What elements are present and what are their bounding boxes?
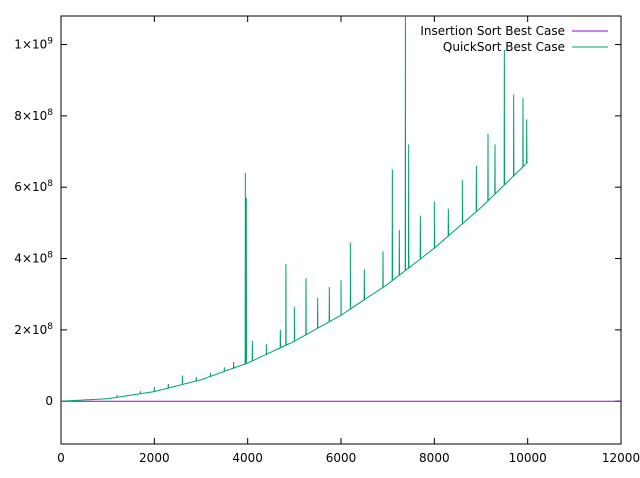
legend-item: Insertion Sort Best Case xyxy=(420,24,608,38)
x-tick-labels: 0 2000 4000 6000 8000 10000 12000 xyxy=(57,451,640,465)
y-tick-mantissa: 1 xyxy=(14,38,22,52)
y-tick-base: ×10 xyxy=(22,38,47,52)
legend-item: QuickSort Best Case xyxy=(443,40,608,54)
y-tick-label-text: 0 xyxy=(45,394,53,408)
y-tick-label: 0 xyxy=(45,394,53,408)
y-tick-exponent: 8 xyxy=(47,179,53,189)
y-tick-mantissa: 6 xyxy=(14,180,22,194)
y-tick-base: ×10 xyxy=(22,180,47,194)
y-tick-base: ×10 xyxy=(22,323,47,337)
x-tick-label: 0 xyxy=(57,451,65,465)
legend-label: QuickSort Best Case xyxy=(443,40,565,54)
y-tick-exponent: 8 xyxy=(47,251,53,261)
y-tick-exponent: 8 xyxy=(47,108,53,118)
series-line xyxy=(60,15,529,402)
y-tick-exponent: 8 xyxy=(47,322,53,332)
legend-label: Insertion Sort Best Case xyxy=(420,24,565,38)
series-layer xyxy=(60,15,621,402)
y-tick-label: 1×109 xyxy=(14,37,53,52)
y-tick-base: ×10 xyxy=(22,252,47,266)
y-tick-label: 4×108 xyxy=(14,251,53,266)
series-quicksort xyxy=(60,15,529,402)
y-tick-label: 2×108 xyxy=(14,322,53,337)
x-tick-label: 6000 xyxy=(326,451,357,465)
x-tick-label: 12000 xyxy=(602,451,640,465)
x-tick-label: 10000 xyxy=(509,451,547,465)
x-tick-label: 8000 xyxy=(419,451,450,465)
plot-frame xyxy=(60,15,622,445)
legend: Insertion Sort Best Case QuickSort Best C… xyxy=(420,24,608,54)
y-tick-label: 8×108 xyxy=(14,108,53,123)
y-tick-label: 6×108 xyxy=(14,179,53,194)
y-tick-mantissa: 2 xyxy=(14,323,22,337)
y-tick-base: ×10 xyxy=(22,109,47,123)
x-tick-label: 4000 xyxy=(232,451,263,465)
y-tick-mantissa: 8 xyxy=(14,109,22,123)
y-tick-exponent: 9 xyxy=(47,37,53,47)
x-tick-label: 2000 xyxy=(139,451,170,465)
y-tick-mantissa: 4 xyxy=(14,252,22,266)
axis-ticks xyxy=(60,16,622,444)
